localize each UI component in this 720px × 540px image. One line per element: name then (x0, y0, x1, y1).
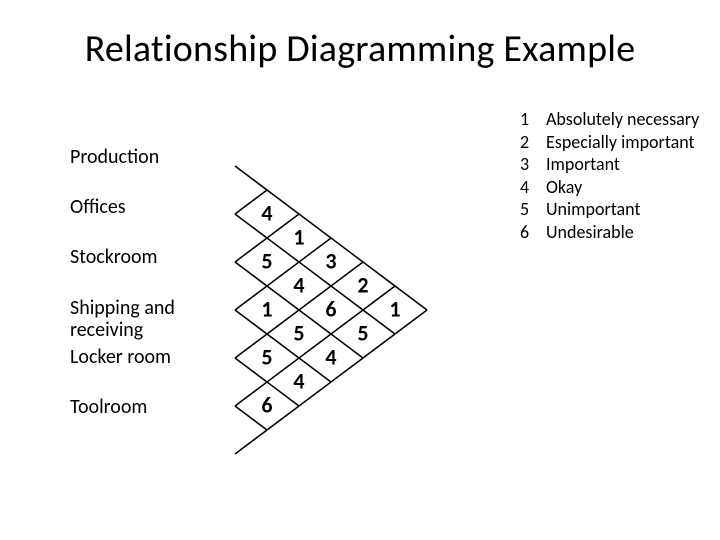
diagram-value: 6 (261, 391, 272, 418)
diagram-line (235, 238, 331, 310)
legend-label: Absolutely necessary (546, 108, 699, 131)
department-list: Production Offices Stockroom Shipping an… (70, 145, 200, 445)
slide-title: Relationship Diagramming Example (0, 26, 720, 72)
diagram-line (235, 190, 267, 214)
dept-label: Locker room (70, 347, 171, 367)
legend-row: 4 Okay (520, 176, 699, 199)
diagram-line (235, 310, 427, 454)
legend-num: 6 (520, 221, 546, 244)
dept-row: Locker room (70, 345, 200, 395)
diagram-line (235, 310, 331, 382)
dept-label: Offices (70, 197, 126, 217)
legend-num: 4 (520, 176, 546, 199)
legend-label: Important (546, 153, 699, 176)
diagram-line (235, 166, 427, 310)
legend-num: 5 (520, 198, 546, 221)
legend: 1 Absolutely necessary 2 Especially impo… (520, 108, 699, 243)
dept-row: Production (70, 145, 200, 195)
diagram-value: 1 (293, 223, 304, 250)
diagram-value: 4 (261, 199, 272, 226)
diagram-value: 6 (325, 295, 336, 322)
legend-num: 1 (520, 108, 546, 131)
diagram-line (235, 286, 395, 406)
diagram-value: 5 (261, 343, 272, 370)
legend-row: 3 Important (520, 153, 699, 176)
legend-num: 2 (520, 131, 546, 154)
diagram-value: 5 (261, 247, 272, 274)
diagram-value: 2 (357, 271, 368, 298)
diagram-value: 1 (261, 295, 272, 322)
diagram-line (235, 214, 299, 262)
diagram-value: 3 (325, 247, 336, 274)
dept-label: Stockroom (70, 247, 158, 267)
legend-label: Undesirable (546, 221, 699, 244)
legend-row: 1 Absolutely necessary (520, 108, 699, 131)
dept-label: Production (70, 147, 159, 167)
dept-label: Toolroom (70, 397, 147, 417)
legend-row: 2 Especially important (520, 131, 699, 154)
diagram-value: 4 (325, 343, 336, 370)
dept-row: Stockroom (70, 245, 200, 295)
diagram-value: 4 (293, 367, 304, 394)
dept-row: Shipping and receiving (70, 295, 200, 345)
legend-label: Especially important (546, 131, 699, 154)
dept-row: Toolroom (70, 395, 200, 445)
legend-label: Okay (546, 176, 699, 199)
diagram-line (235, 262, 363, 358)
diagram-value: 1 (389, 295, 400, 322)
legend-row: 6 Undesirable (520, 221, 699, 244)
dept-label: Shipping and receiving (70, 297, 200, 341)
diagram-line (235, 406, 267, 430)
dept-row: Offices (70, 195, 200, 245)
diagram-value: 5 (357, 319, 368, 346)
legend-label: Unimportant (546, 198, 699, 221)
legend-row: 5 Unimportant (520, 198, 699, 221)
diagram-line (235, 214, 395, 334)
diagram-value: 5 (293, 319, 304, 346)
diagram-line (235, 358, 299, 406)
legend-num: 3 (520, 153, 546, 176)
diagram-value: 4 (293, 271, 304, 298)
diagram-line (235, 262, 363, 358)
